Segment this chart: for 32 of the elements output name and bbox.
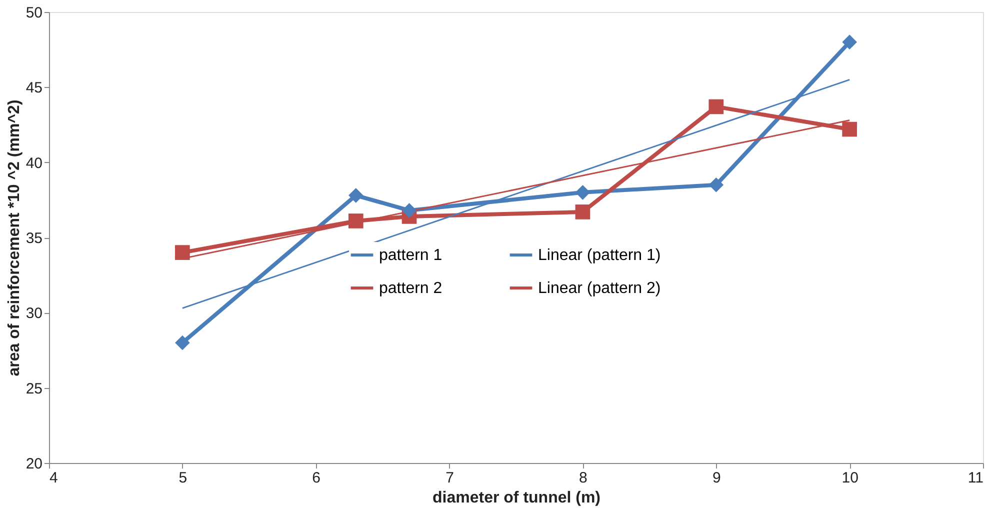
point [842,122,857,137]
y-tick-label: 20 [26,456,42,472]
x-tick-label: 7 [446,470,454,486]
x-tick-label: 5 [178,470,188,486]
point [842,34,857,50]
legend-label: Linear (pattern 2) [538,280,661,297]
x-tick-label: 6 [312,470,321,486]
y-tick-label: 50 [26,4,42,22]
point [708,99,724,114]
y-tick-label: 45 [26,80,42,97]
x-tick-label: 10 [842,470,858,486]
x-tick-label: 9 [712,470,721,486]
y-tick-label: 35 [26,230,42,247]
x-tick-label: 4 [50,470,58,486]
y-tick-label: 40 [26,154,42,172]
legend-label: pattern 2 [379,280,442,297]
legend-label: Linear (pattern 1) [538,247,661,264]
y-tick-label: 30 [26,305,42,322]
point [348,188,364,203]
x-axis-title: diameter of tunnel (m) [432,490,601,506]
y-tick-label: 25 [26,380,42,398]
point [708,177,724,192]
x-tick-label: 11 [968,470,984,486]
y-axis-title: area of reinforcement *10 ^2 (mm^2) [6,100,23,376]
point [175,335,190,350]
x-tick-label: 8 [579,470,588,486]
point [402,203,417,218]
point [175,245,190,260]
point [575,204,590,220]
point [348,214,364,228]
point [575,184,590,200]
legend-label: pattern 1 [379,247,442,264]
